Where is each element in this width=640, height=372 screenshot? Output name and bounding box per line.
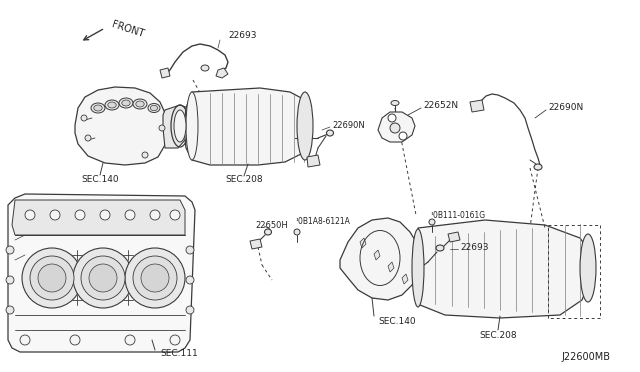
Polygon shape xyxy=(75,87,168,165)
Circle shape xyxy=(22,248,82,308)
Polygon shape xyxy=(307,155,320,167)
Polygon shape xyxy=(12,200,185,235)
Circle shape xyxy=(186,306,194,314)
Ellipse shape xyxy=(105,100,119,110)
Circle shape xyxy=(294,229,300,235)
Circle shape xyxy=(125,210,135,220)
Ellipse shape xyxy=(534,164,542,170)
Circle shape xyxy=(125,248,185,308)
Text: 22652N: 22652N xyxy=(423,102,458,110)
Polygon shape xyxy=(250,239,262,249)
Circle shape xyxy=(150,210,160,220)
Polygon shape xyxy=(8,194,195,352)
Polygon shape xyxy=(415,220,592,318)
Ellipse shape xyxy=(150,105,157,111)
Polygon shape xyxy=(340,218,420,300)
Ellipse shape xyxy=(133,99,147,109)
Ellipse shape xyxy=(122,100,130,106)
Polygon shape xyxy=(163,105,192,148)
Polygon shape xyxy=(448,232,460,242)
Ellipse shape xyxy=(108,102,116,108)
Circle shape xyxy=(141,264,169,292)
Circle shape xyxy=(142,152,148,158)
Text: SEC.111: SEC.111 xyxy=(160,350,198,359)
Text: ¹0B111-0161G: ¹0B111-0161G xyxy=(430,211,485,219)
Circle shape xyxy=(159,125,165,131)
Ellipse shape xyxy=(94,105,102,111)
Ellipse shape xyxy=(148,103,160,112)
Circle shape xyxy=(75,210,85,220)
Ellipse shape xyxy=(136,101,144,107)
Circle shape xyxy=(70,335,80,345)
Text: 22693: 22693 xyxy=(460,244,488,253)
Circle shape xyxy=(186,246,194,254)
Circle shape xyxy=(25,210,35,220)
Polygon shape xyxy=(388,262,394,272)
Circle shape xyxy=(125,335,135,345)
Circle shape xyxy=(20,335,30,345)
Ellipse shape xyxy=(297,92,313,160)
Circle shape xyxy=(6,246,14,254)
Circle shape xyxy=(170,210,180,220)
Ellipse shape xyxy=(186,92,198,160)
Ellipse shape xyxy=(436,245,444,251)
Text: FRONT: FRONT xyxy=(111,19,145,39)
Circle shape xyxy=(133,256,177,300)
Circle shape xyxy=(81,256,125,300)
Circle shape xyxy=(89,264,117,292)
Circle shape xyxy=(81,115,87,121)
Ellipse shape xyxy=(174,110,186,142)
Ellipse shape xyxy=(326,130,333,136)
Ellipse shape xyxy=(91,103,105,113)
Polygon shape xyxy=(470,100,484,112)
Circle shape xyxy=(85,135,91,141)
Circle shape xyxy=(6,306,14,314)
Circle shape xyxy=(399,132,407,140)
Text: 22650H: 22650H xyxy=(255,221,288,230)
Circle shape xyxy=(186,276,194,284)
Ellipse shape xyxy=(201,65,209,71)
Polygon shape xyxy=(374,250,380,260)
Ellipse shape xyxy=(119,98,133,108)
Ellipse shape xyxy=(391,100,399,106)
Ellipse shape xyxy=(412,229,424,307)
Text: SEC.208: SEC.208 xyxy=(479,330,517,340)
Ellipse shape xyxy=(580,234,596,302)
Circle shape xyxy=(170,335,180,345)
Circle shape xyxy=(100,210,110,220)
Circle shape xyxy=(50,210,60,220)
Polygon shape xyxy=(216,68,228,78)
Circle shape xyxy=(30,256,74,300)
Circle shape xyxy=(73,248,133,308)
Text: SEC.208: SEC.208 xyxy=(225,176,263,185)
Text: ¹0B1A8-6121A: ¹0B1A8-6121A xyxy=(295,218,350,227)
Circle shape xyxy=(429,219,435,225)
Text: 22693: 22693 xyxy=(228,32,257,41)
Circle shape xyxy=(38,264,66,292)
Text: J22600MB: J22600MB xyxy=(561,352,610,362)
Polygon shape xyxy=(160,68,170,78)
Polygon shape xyxy=(360,238,366,248)
Circle shape xyxy=(6,276,14,284)
Polygon shape xyxy=(184,88,310,165)
Text: SEC.140: SEC.140 xyxy=(81,174,119,183)
Text: SEC.140: SEC.140 xyxy=(378,317,415,326)
Polygon shape xyxy=(402,274,408,284)
Circle shape xyxy=(388,114,396,122)
Text: 22690N: 22690N xyxy=(548,103,583,112)
Polygon shape xyxy=(378,112,415,142)
Circle shape xyxy=(390,123,400,133)
Text: 22690N: 22690N xyxy=(332,121,365,129)
Ellipse shape xyxy=(264,229,271,235)
